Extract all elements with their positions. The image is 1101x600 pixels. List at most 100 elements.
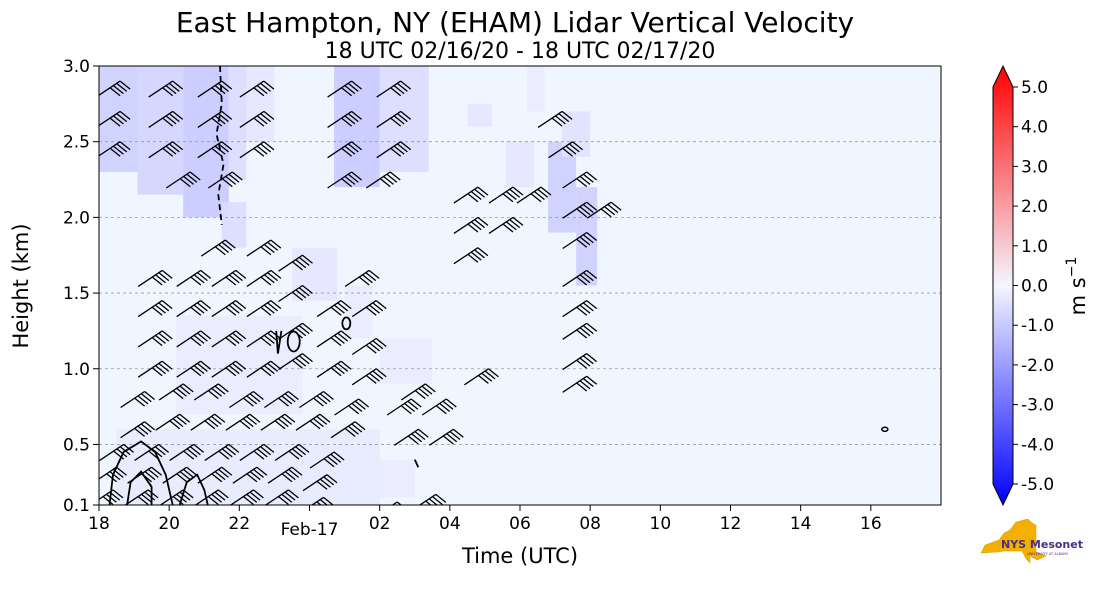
wind-barb [99, 489, 124, 505]
wind-barb [327, 110, 363, 128]
wind-barb [229, 489, 264, 505]
new-york-state-shape [980, 518, 1047, 564]
wind-barb [169, 443, 205, 461]
velocity-cell [228, 66, 247, 180]
wind-barb [302, 474, 338, 492]
wind-barb [386, 398, 422, 416]
y-axis-label: Height (km) [9, 223, 33, 348]
wind-barb [134, 443, 170, 461]
wind-barb [376, 110, 412, 128]
wind-barb [246, 239, 282, 257]
wind-barb [344, 269, 380, 287]
wind-barb [200, 239, 236, 257]
wind-barb [148, 80, 184, 98]
wind-barb [120, 390, 156, 409]
wind-barb [330, 421, 366, 439]
x-tick-label: 14 [790, 514, 812, 534]
wind-barb [176, 330, 212, 348]
x-axis: 18 20 22 Feb-17 02 04 06 08 10 12 14 16 [88, 505, 882, 540]
y-tick-label: 3.0 [63, 57, 90, 77]
wind-barb [464, 368, 499, 386]
colorbar-tick-label: 4.0 [1021, 118, 1048, 138]
wind-barb [137, 300, 173, 318]
wind-barb [278, 254, 313, 272]
wind-barb [327, 80, 363, 98]
colorbar-tick-label: -5.0 [1021, 475, 1054, 495]
wind-barb [586, 201, 622, 219]
wind-barb [99, 80, 131, 97]
wind-barb [246, 360, 282, 378]
wind-barb [316, 330, 352, 348]
wind-barb [246, 300, 282, 318]
wind-barb [548, 141, 584, 159]
wind-barb [418, 493, 447, 505]
wind-barb [274, 443, 310, 461]
velocity-cell [505, 141, 535, 188]
wind-barb [428, 428, 464, 446]
wind-barb [562, 201, 598, 219]
wind-barb [194, 489, 229, 505]
wind-barb [99, 110, 131, 127]
wind-barb [316, 360, 352, 378]
wind-barb [376, 80, 412, 98]
wind-barb [246, 330, 282, 348]
colorbar-label: m s−1 [1064, 257, 1090, 316]
wind-barb [176, 269, 212, 287]
wind-barb [158, 383, 194, 401]
wind-barb [137, 330, 173, 348]
wind-barb [197, 466, 233, 484]
wind-barb [562, 171, 598, 189]
wind-barb [197, 141, 233, 159]
colorbar [992, 64, 1014, 507]
wind-barb [239, 443, 275, 461]
wind-barb [137, 360, 173, 378]
wind-barb [278, 322, 313, 340]
logo-text: NYS Mesonet [1001, 538, 1083, 551]
wind-barb [127, 466, 163, 484]
wind-barb [537, 110, 573, 128]
velocity-cell [116, 429, 380, 505]
nys-mesonet-logo: NYS Mesonet UNIVERSITY AT ALBANY [980, 518, 1083, 564]
wind-barb [165, 171, 201, 189]
wind-barb [124, 489, 159, 505]
wind-barb [562, 375, 598, 393]
velocity-cell [379, 338, 433, 384]
wind-barb [562, 269, 598, 287]
wind-barb [295, 413, 331, 431]
wind-barb [562, 322, 598, 340]
colorbar-tick-label: 1.0 [1021, 237, 1048, 257]
wind-barb [488, 216, 524, 234]
colorbar-tick-label: 5.0 [1021, 78, 1048, 98]
y-tick-label: 2.5 [63, 133, 90, 153]
wind-barb [562, 231, 598, 250]
logo-subtext: UNIVERSITY AT ALBANY [1027, 552, 1069, 556]
wind-barb [137, 269, 173, 287]
wind-barb [197, 110, 233, 128]
wind-barb [488, 186, 524, 204]
wind-barb [316, 300, 352, 318]
wind-barb [148, 141, 184, 159]
x-tick-label: 20 [158, 514, 180, 534]
x-tick-label: Feb-17 [281, 520, 339, 540]
x-tick-label: 02 [369, 514, 391, 534]
wind-barb [327, 171, 363, 189]
y-tick-label: 1.5 [63, 284, 90, 304]
velocity-cell [379, 459, 415, 498]
wind-barb [393, 428, 429, 446]
x-tick-label: 08 [579, 514, 601, 534]
x-tick-label: 10 [650, 514, 672, 534]
colorbar-unit: m s [1066, 277, 1090, 315]
wind-barb [278, 353, 313, 371]
contour-line [413, 459, 420, 468]
wind-barb [239, 141, 275, 159]
wind-barb [365, 171, 401, 189]
wind-barb [351, 368, 387, 386]
wind-barb [264, 489, 299, 505]
colorbar-tick-label: -1.0 [1021, 316, 1054, 336]
wind-barb [204, 443, 240, 461]
wind-barb [207, 171, 243, 189]
velocity-cell [246, 66, 275, 142]
wind-barb [176, 300, 212, 318]
wind-barb [225, 413, 261, 431]
